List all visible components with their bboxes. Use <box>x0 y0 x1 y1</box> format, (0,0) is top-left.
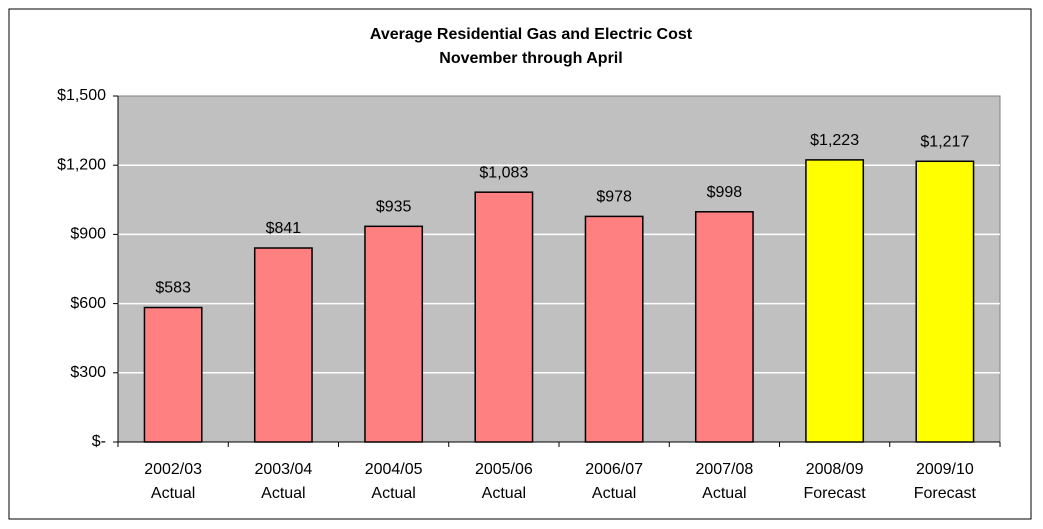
data-label: $841 <box>266 220 302 237</box>
plot-area <box>117 95 1001 443</box>
bar <box>584 215 644 443</box>
x-tick-label: 2007/08 Actual <box>695 461 753 502</box>
x-tick-label: 2002/03 Actual <box>144 461 202 502</box>
x-tick-label: 2009/10 Forecast <box>914 461 977 502</box>
x-tick-label: 2003/04 Actual <box>254 461 312 502</box>
y-tick-label: $- <box>92 433 106 450</box>
data-label: $998 <box>707 184 743 201</box>
data-label: $1,223 <box>810 132 859 149</box>
x-tick-label: 2006/07 Actual <box>585 461 643 502</box>
bar <box>915 160 975 443</box>
bar <box>143 306 203 443</box>
chart-subtitle: November through April <box>439 50 622 67</box>
bar <box>253 247 313 443</box>
y-tick-label: $900 <box>70 226 106 243</box>
data-label: $935 <box>376 199 412 216</box>
bar <box>474 191 534 443</box>
data-label: $1,083 <box>479 164 528 181</box>
y-tick-label: $300 <box>70 364 106 381</box>
bar <box>805 159 865 443</box>
data-label: $583 <box>155 280 191 297</box>
data-label: $978 <box>596 189 632 206</box>
y-tick-label: $1,200 <box>57 156 106 173</box>
bar <box>364 225 424 443</box>
x-tick-label: 2004/05 Actual <box>365 461 423 502</box>
y-tick-label: $600 <box>70 295 106 312</box>
bar <box>694 211 754 443</box>
y-tick-label: $1,500 <box>57 87 106 104</box>
chart-title: Average Residential Gas and Electric Cos… <box>370 26 693 43</box>
data-label: $1,217 <box>920 133 969 150</box>
x-tick-label: 2005/06 Actual <box>475 461 533 502</box>
x-tick-label: 2008/09 Forecast <box>804 461 867 502</box>
